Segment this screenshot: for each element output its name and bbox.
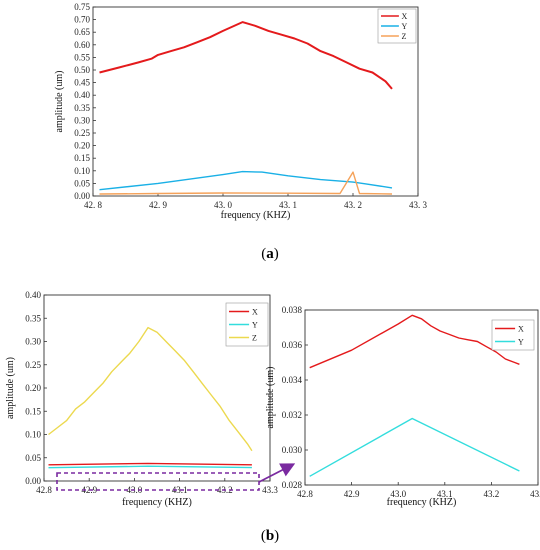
y-axis-title: amplitude (um) (5, 357, 16, 419)
y-tick-label: 0.20 (74, 141, 90, 151)
chart-b-left: 42.8 42.9 43.0 43.1 43.2 43.30.000.050.100.15… (5, 290, 278, 508)
x-tick-label: 42.8 (36, 485, 52, 495)
legend-label-x: X (252, 308, 258, 317)
y-tick-label: 0.60 (74, 40, 90, 50)
y-tick-label: 0.30 (74, 115, 90, 125)
series-line-y (309, 417, 520, 477)
y-tick-label: 0.00 (25, 476, 41, 486)
x-tick-label: 43. 3 (409, 200, 428, 210)
series-line-x (99, 21, 393, 90)
y-tick-label: 0.50 (74, 65, 90, 75)
y-tick-label: 0.35 (74, 103, 90, 113)
y-tick-label: 0.25 (25, 360, 41, 370)
caption-b: (b) (261, 528, 279, 544)
x-tick-label: 42.9 (344, 489, 360, 499)
x-tick-label: 43.2 (484, 489, 500, 499)
y-tick-label: 0.55 (74, 52, 90, 62)
y-tick-label: 0.00 (74, 191, 90, 201)
legend-label-z: Z (402, 32, 407, 41)
zoom-arrow (258, 463, 296, 483)
series-line-z (99, 171, 393, 195)
series-line-x (48, 462, 252, 466)
y-tick-label: 0.038 (282, 305, 303, 315)
y-axis-title: amplitude (um) (54, 71, 65, 133)
series-line-x (309, 314, 520, 369)
y-tick-label: 0.40 (74, 90, 90, 100)
y-tick-label: 0.05 (74, 178, 90, 188)
x-tick-label: 43.1 (172, 485, 188, 495)
y-tick-label: 0.030 (282, 445, 303, 455)
plot-frame (92, 6, 419, 197)
x-tick-label: 43.3 (262, 485, 278, 495)
y-tick-label: 0.40 (25, 290, 41, 300)
y-axis-title: amplitude (um) (265, 367, 276, 429)
legend-label-y: Y (518, 338, 524, 347)
series-line-y (99, 170, 393, 191)
x-tick-label: 43. 1 (279, 200, 297, 210)
x-axis-title: frequency (KHZ) (387, 497, 457, 508)
x-tick-label: 43.0 (390, 489, 406, 499)
y-tick-label: 0.35 (25, 313, 41, 323)
legend-label-y: Y (252, 321, 258, 330)
x-tick-label: 43.1 (437, 489, 453, 499)
chart-b-right: 42.8 42.9 43.0 43.1 43.2 43.3 0.028 0.030 0.032 0… (265, 305, 540, 508)
y-tick-label: 0.036 (282, 340, 303, 350)
x-axis-title: frequency (KHZ) (122, 497, 192, 508)
plot-frame (304, 309, 539, 486)
y-tick-label: 0.65 (74, 27, 90, 37)
x-tick-label: 43. 2 (344, 200, 362, 210)
x-tick-label: 43.3 (530, 489, 540, 499)
y-tick-label: 0.70 (74, 15, 90, 25)
y-tick-label: 0.028 (282, 480, 303, 490)
series-line-y (48, 465, 252, 469)
legend-label-z: Z (252, 334, 257, 343)
x-tick-label: 42. 9 (149, 200, 168, 210)
y-tick-label: 0.10 (74, 166, 90, 176)
legend-label-x: X (402, 12, 408, 21)
chart-a: 42. 8 42. 9 43. 0 43. 1 43. 2 43. 3 0.00 0.05 0.… (54, 2, 428, 221)
caption-a: (a) (261, 246, 279, 262)
y-tick-label: 0.25 (74, 128, 90, 138)
legend-label-y: Y (402, 22, 408, 31)
y-tick-label: 0.20 (25, 383, 41, 393)
y-tick-label: 0.15 (74, 153, 90, 163)
x-axis-title: frequency (KHZ) (221, 210, 291, 221)
y-tick-label: 0.45 (74, 78, 90, 88)
y-tick-label: 0.034 (282, 375, 303, 385)
y-tick-label: 0.75 (74, 2, 90, 12)
legend-box (491, 319, 535, 351)
x-tick-label: 42.8 (297, 489, 313, 499)
y-tick-label: 0.10 (25, 430, 41, 440)
y-tick-label: 0.032 (282, 410, 302, 420)
series-line-z (48, 326, 253, 452)
y-tick-label: 0.05 (25, 453, 41, 463)
x-tick-label: 43. 0 (214, 200, 233, 210)
y-tick-label: 0.30 (25, 337, 41, 347)
x-tick-label: 42. 8 (84, 200, 103, 210)
legend-label-x: X (518, 325, 524, 334)
y-tick-label: 0.15 (25, 406, 41, 416)
